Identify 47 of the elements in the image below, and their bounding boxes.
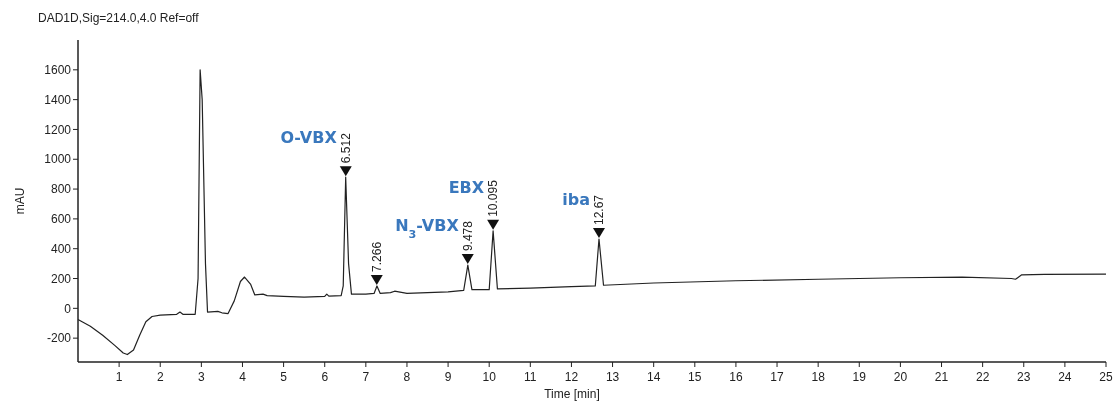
y-tick-label: 0 bbox=[64, 301, 72, 316]
x-tick-label: 10 bbox=[482, 370, 497, 384]
y-tick-label: -200 bbox=[46, 331, 72, 346]
x-tick-label: 14 bbox=[647, 370, 661, 384]
x-tick-label: 18 bbox=[811, 370, 826, 384]
x-tick-label: 22 bbox=[975, 370, 990, 384]
y-tick-label: 1200 bbox=[44, 122, 72, 137]
y-tick-label: 1600 bbox=[44, 63, 72, 78]
x-axis-title: Time [min] bbox=[544, 387, 600, 401]
y-tick-label: 1400 bbox=[44, 92, 72, 107]
x-tick-label: 19 bbox=[852, 370, 867, 384]
y-tick-label: 600 bbox=[50, 212, 72, 227]
annotation: iba bbox=[562, 190, 590, 210]
x-tick-label: 3 bbox=[198, 370, 206, 384]
x-tick-label: 21 bbox=[934, 370, 949, 384]
annotation: 6.512 bbox=[338, 132, 353, 164]
x-tick-label: 1 bbox=[115, 370, 123, 384]
x-tick-label: 9 bbox=[444, 370, 452, 384]
x-tick-label: 17 bbox=[770, 370, 785, 384]
x-tick-label: 15 bbox=[688, 370, 702, 384]
chart-title: DAD1D,Sig=214.0,4.0 Ref=off bbox=[38, 11, 200, 25]
annotation: 10.095 bbox=[486, 179, 501, 217]
annotation: 7.266 bbox=[369, 241, 384, 272]
y-tick-label: 400 bbox=[50, 241, 72, 256]
x-tick-label: 25 bbox=[1099, 370, 1113, 384]
x-tick-label: 13 bbox=[605, 370, 620, 384]
x-tick-label: 5 bbox=[280, 370, 288, 384]
annotation: O-VBX bbox=[280, 128, 338, 148]
x-tick-label: 6 bbox=[321, 370, 329, 384]
x-tick-label: 8 bbox=[403, 370, 411, 384]
annotation: 12.67 bbox=[591, 194, 606, 226]
x-tick-label: 20 bbox=[893, 370, 908, 384]
y-tick-label: 800 bbox=[50, 182, 72, 197]
y-axis-title: mAU bbox=[13, 187, 27, 215]
annotation: N$_{3}$-VBX bbox=[395, 216, 460, 241]
x-tick-label: 11 bbox=[524, 370, 537, 384]
annotation: EBX bbox=[448, 178, 485, 198]
annotation: 9.478 bbox=[460, 220, 475, 252]
x-tick-label: 16 bbox=[729, 370, 743, 384]
x-tick-label: 2 bbox=[156, 370, 164, 384]
y-tick-label: 200 bbox=[50, 271, 72, 286]
y-tick-label: 1000 bbox=[44, 152, 72, 167]
x-tick-label: 7 bbox=[362, 370, 370, 384]
x-tick-label: 23 bbox=[1017, 370, 1031, 384]
x-tick-label: 4 bbox=[239, 370, 247, 384]
x-tick-label: 24 bbox=[1058, 370, 1072, 384]
x-tick-label: 12 bbox=[564, 370, 579, 384]
